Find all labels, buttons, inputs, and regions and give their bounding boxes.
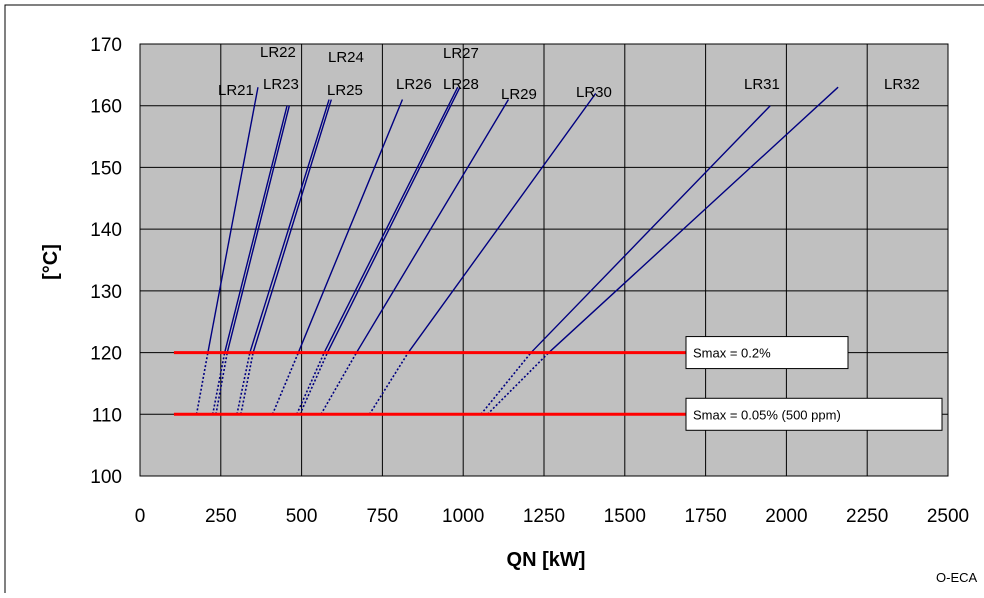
series-label-lr27: LR27	[443, 45, 479, 62]
series-line-lr25	[252, 99, 333, 353]
series-dotted-lr27	[296, 352, 325, 415]
series-dotted-lr24	[236, 352, 251, 415]
limit-label-box	[685, 336, 849, 370]
series-dotted-lr23	[215, 352, 229, 415]
y-tick-label: 150	[90, 158, 122, 179]
x-tick-label: 2500	[927, 506, 969, 527]
tick-labels: 0 250 500 750 1000 1250 1500 1750 2000 2250 2500 10…	[90, 35, 969, 527]
series-dotted-lr21	[195, 352, 209, 415]
series-line-lr23	[226, 105, 290, 353]
series-label-lr28: LR28	[443, 76, 479, 93]
series-dotted-lr30	[368, 352, 409, 415]
y-tick-label: 100	[90, 467, 122, 488]
series-dotted-lr28	[299, 352, 329, 415]
y-tick-label: 160	[90, 97, 122, 118]
x-tick-label: 1000	[442, 506, 484, 527]
series-line-lr21	[207, 87, 259, 353]
limit-label: Smax = 0.05% (500 ppm)	[693, 407, 841, 422]
x-tick-label: 2000	[765, 506, 807, 527]
series-label-lr26: LR26	[396, 76, 432, 93]
series-label-lr29: LR29	[501, 86, 537, 103]
x-tick-label: 1750	[684, 506, 726, 527]
series-line-lr27	[323, 86, 459, 353]
series-lines	[195, 86, 839, 415]
series-dotted-lr31	[480, 352, 532, 415]
series-label-lr23: LR23	[263, 76, 299, 93]
x-axis-title: QN [kW]	[507, 549, 586, 571]
y-tick-label: 130	[90, 282, 122, 303]
footer-code: O-ECA	[936, 570, 978, 585]
series-label-lr32: LR32	[884, 76, 920, 93]
y-tick-label: 140	[90, 220, 122, 241]
series-label-lr21: LR21	[218, 82, 254, 99]
x-tick-label: 1500	[604, 506, 646, 527]
limit-label: Smax = 0.2%	[693, 346, 771, 361]
series-dotted-lr26	[271, 352, 300, 415]
x-tick-label: 500	[286, 506, 318, 527]
x-tick-label: 2250	[846, 506, 888, 527]
series-label-lr30: LR30	[576, 84, 612, 101]
series-dotted-lr25	[240, 352, 254, 415]
series-line-lr32	[548, 86, 839, 354]
series-line-lr26	[297, 99, 404, 353]
x-tick-label: 250	[205, 506, 237, 527]
series-dotted-lr22	[211, 352, 226, 415]
series-line-lr29	[355, 99, 510, 353]
series-line-lr24	[249, 99, 330, 353]
limit-lines: Smax = 0.2% Smax = 0.05% (500 ppm)	[173, 336, 943, 431]
series-line-lr30	[407, 92, 597, 353]
y-axis-title: [°C]	[40, 244, 62, 280]
series-line-lr22	[223, 105, 288, 353]
series-label-lr24: LR24	[328, 49, 364, 66]
series-dotted-lr32	[486, 352, 550, 415]
y-tick-label: 170	[90, 35, 122, 56]
series-label-lr22: LR22	[260, 44, 296, 61]
x-tick-label: 0	[135, 506, 146, 527]
series-line-lr31	[530, 105, 771, 354]
y-tick-label: 120	[90, 344, 122, 365]
limit-label-box	[685, 397, 943, 431]
series-label-lr25: LR25	[327, 82, 363, 99]
series-labels: LR21 LR22 LR23 LR24 LR25 LR26 LR27 LR28 LR29 LR30…	[218, 44, 920, 103]
series-label-lr31: LR31	[744, 76, 780, 93]
x-tick-label: 750	[367, 506, 399, 527]
y-tick-label: 110	[92, 405, 122, 426]
x-tick-label: 1250	[523, 506, 565, 527]
series-line-lr28	[326, 86, 461, 353]
